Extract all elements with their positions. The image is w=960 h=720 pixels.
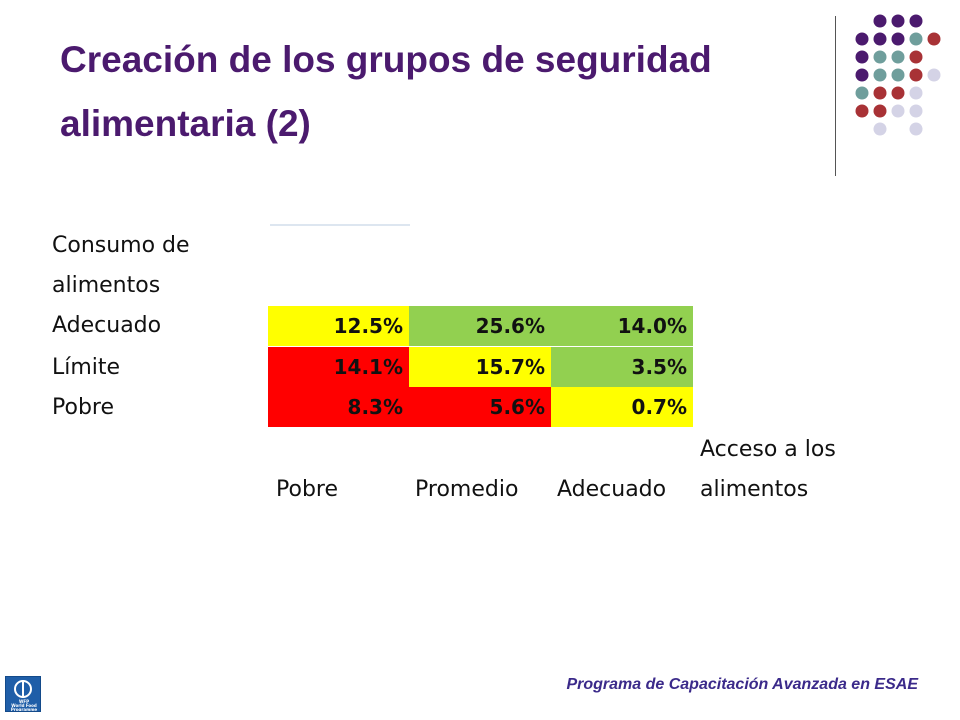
decorative-dot — [873, 50, 887, 64]
cell-limite-promedio: 15.7% — [409, 347, 551, 387]
decorative-dot — [855, 32, 869, 46]
col-axis-label-line2: alimentos — [700, 477, 809, 502]
decorative-dot — [891, 68, 905, 82]
decorative-dot — [873, 14, 887, 28]
decorative-dot — [891, 14, 905, 28]
decorative-dot — [855, 68, 869, 82]
logo-text-line1: WFP — [18, 699, 30, 704]
decorative-dot — [909, 86, 923, 100]
row-axis-label-line1: Consumo de — [52, 233, 190, 258]
decorative-dot — [873, 68, 887, 82]
cell-pobre-pobre: 8.3% — [268, 387, 409, 427]
cell-adecuado-adecuado: 14.0% — [551, 306, 693, 346]
cell-limite-adecuado: 3.5% — [551, 347, 693, 387]
decorative-dot — [873, 86, 887, 100]
decorative-dot — [855, 50, 869, 64]
decorative-dot-grid — [855, 14, 941, 136]
cell-adecuado-pobre: 12.5% — [268, 306, 409, 346]
decorative-dot — [855, 104, 869, 118]
decorative-dot — [891, 104, 905, 118]
row-axis-label-line2: alimentos — [52, 273, 161, 298]
decorative-dot — [891, 50, 905, 64]
slide-title: Creación de los grupos de seguridad alim… — [60, 39, 712, 144]
wfp-un-emblem-icon — [14, 680, 32, 698]
col-label-pobre: Pobre — [276, 477, 339, 502]
cell-adecuado-promedio: 25.6% — [409, 306, 551, 346]
decorative-dot — [873, 104, 887, 118]
col-axis-label-line1: Acceso a los — [700, 437, 836, 462]
decorative-dot — [855, 86, 869, 100]
cell-pobre-adecuado: 0.7% — [551, 387, 693, 427]
row-label-limite: Límite — [52, 355, 121, 380]
decorative-dot — [927, 32, 941, 46]
logo-text-line2: World Food — [11, 703, 37, 708]
cell-pobre-promedio: 5.6% — [409, 387, 551, 427]
col-label-promedio: Promedio — [415, 477, 519, 502]
logo-text-line3: Programme — [10, 707, 38, 712]
decorative-dot — [927, 68, 941, 82]
decorative-dot — [909, 122, 923, 136]
decorative-dot — [909, 14, 923, 28]
decorative-dot — [909, 32, 923, 46]
title-divider — [835, 16, 836, 176]
decorative-dot — [909, 104, 923, 118]
cell-limite-pobre: 14.1% — [268, 347, 409, 387]
row-label-pobre: Pobre — [52, 395, 115, 420]
wfp-logo: WFP World Food Programme — [5, 676, 41, 712]
decorative-dot — [891, 86, 905, 100]
decorative-dot — [891, 32, 905, 46]
decorative-dot — [873, 122, 887, 136]
decorative-dot — [909, 50, 923, 64]
decorative-dot — [909, 68, 923, 82]
table-top-rule — [270, 224, 410, 226]
decorative-dot — [873, 32, 887, 46]
col-label-adecuado: Adecuado — [557, 477, 667, 502]
footer-text: Programa de Capacitación Avanzada en ESA… — [566, 676, 918, 693]
row-label-adecuado: Adecuado — [52, 313, 162, 338]
